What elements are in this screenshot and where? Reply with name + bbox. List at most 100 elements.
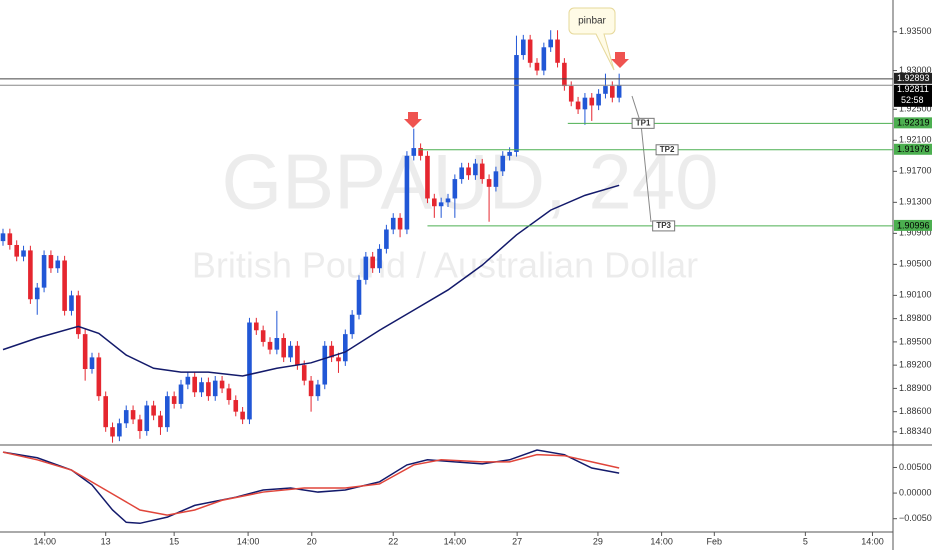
- candle-body: [76, 295, 81, 335]
- watermark-description: British Pound / Australian Dollar: [192, 245, 698, 286]
- y-tick-label: 1.89200: [899, 360, 932, 370]
- candle-body: [89, 357, 95, 370]
- candle-body: [199, 382, 204, 393]
- candle-body: [390, 217, 396, 230]
- candle-body: [137, 419, 143, 432]
- candle-body: [171, 396, 177, 404]
- candle-body: [445, 198, 451, 203]
- candle-body: [254, 322, 259, 331]
- candle-body: [541, 47, 547, 71]
- candle-body: [329, 345, 334, 358]
- candle-body: [493, 171, 499, 187]
- candle-body: [575, 101, 581, 110]
- candle-body: [397, 217, 403, 230]
- candle-body: [363, 256, 369, 280]
- candle-body: [130, 410, 136, 420]
- target-tag: TP3: [656, 221, 671, 230]
- candle-body: [34, 287, 40, 300]
- y-tick-label: 1.88900: [899, 383, 932, 393]
- candle-body: [308, 380, 314, 397]
- target-tag-box: [652, 220, 676, 232]
- candle-body: [62, 260, 67, 311]
- candle-body: [527, 39, 533, 63]
- x-tick-label: 22: [388, 536, 398, 546]
- candle-body: [247, 322, 252, 420]
- candle-body: [411, 148, 417, 156]
- candle-body: [0, 233, 6, 242]
- candle-body: [568, 86, 574, 102]
- y-tick-label: 1.92500: [899, 104, 932, 114]
- y-tick-label: 1.90500: [899, 259, 932, 269]
- candle-body: [377, 248, 382, 269]
- price-label: 1.90996: [897, 220, 930, 230]
- candle-body: [548, 39, 553, 48]
- candle-body: [206, 382, 211, 397]
- down-arrow: [404, 112, 422, 128]
- candle-body: [432, 198, 437, 207]
- candle-body: [288, 345, 293, 358]
- candle-body: [425, 155, 430, 199]
- x-tick-label: 14:00: [650, 536, 673, 546]
- x-tick-label: 14:00: [237, 536, 260, 546]
- candle-body: [507, 151, 512, 156]
- candle-body: [500, 155, 506, 172]
- candle-body: [582, 97, 588, 110]
- x-tick-label: 15: [169, 536, 179, 546]
- target-tag: TP2: [660, 145, 675, 154]
- price-label-box: [894, 219, 932, 231]
- candle-body: [96, 357, 102, 397]
- moving-average: [2, 184, 620, 377]
- x-tick-label: Feb: [707, 536, 723, 546]
- candle-body: [103, 396, 108, 428]
- candle-body: [151, 405, 156, 416]
- candle-body: [281, 338, 286, 358]
- candle-body: [233, 400, 239, 412]
- candle-body: [616, 85, 622, 98]
- candle-body: [158, 415, 163, 428]
- candle-body: [240, 411, 245, 420]
- candle-body: [48, 255, 54, 269]
- y-tick-label: 1.89800: [899, 313, 932, 323]
- annotation: pinbar: [578, 16, 606, 27]
- candle-body: [117, 423, 122, 437]
- candle-body: [459, 167, 464, 180]
- candle-body: [555, 39, 560, 63]
- candle-body: [192, 376, 197, 393]
- candle-body: [55, 260, 61, 269]
- down-arrow: [611, 52, 629, 68]
- x-tick-label: 13: [101, 536, 111, 546]
- candle-body: [110, 427, 115, 437]
- indicator-line: [2, 449, 620, 525]
- callout: [568, 7, 616, 71]
- candle-body: [14, 244, 19, 257]
- price-label-box: [894, 117, 932, 129]
- price-label-box: [894, 143, 932, 155]
- candle-body: [473, 163, 478, 176]
- y-tick-label: 1.92100: [899, 135, 932, 145]
- x-tick-label: 27: [512, 536, 522, 546]
- candle-body: [7, 233, 13, 245]
- x-tick-label: 14:00: [444, 536, 467, 546]
- candle-body: [589, 97, 595, 106]
- candle-body: [28, 250, 33, 300]
- candle-body: [274, 338, 280, 350]
- watermark-symbol: GBPAUD, 240: [221, 138, 718, 226]
- y-tick-label: 1.90900: [899, 228, 932, 238]
- candle-body: [452, 179, 458, 199]
- y-tick-label: 1.91300: [899, 197, 932, 207]
- y-tick-label: 0.00000: [899, 487, 932, 497]
- x-tick-label: 5: [803, 536, 808, 546]
- price-label-box: [894, 84, 932, 107]
- candle-body: [384, 229, 389, 249]
- candle-body: [322, 345, 328, 385]
- x-tick-label: 14:00: [33, 536, 56, 546]
- price-label-box: [894, 72, 932, 84]
- candle-body: [466, 167, 471, 176]
- candle-body: [212, 380, 218, 397]
- y-tick-label: 1.93500: [899, 26, 932, 36]
- candle-body: [610, 86, 615, 98]
- x-tick-label: 14:00: [861, 536, 884, 546]
- candle-body: [178, 384, 184, 404]
- candle-body: [479, 163, 485, 180]
